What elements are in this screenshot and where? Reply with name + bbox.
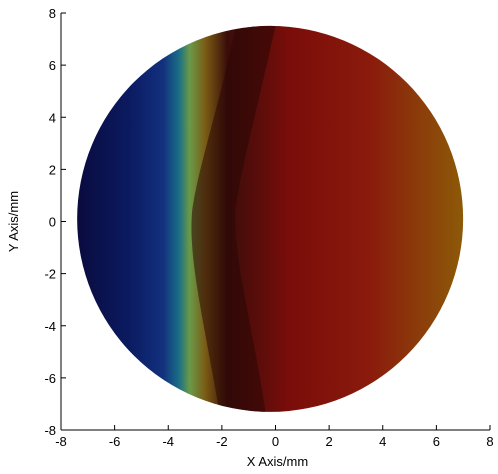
x-tick-label: -4	[162, 434, 174, 449]
y-axis-label: Y Axis/mm	[6, 191, 21, 252]
x-tick-label: -2	[216, 434, 228, 449]
x-axis-label: X Axis/mm	[247, 454, 308, 469]
surface-map-disk	[77, 25, 464, 412]
y-tick-label: -8	[44, 423, 56, 438]
axes: -8 -6 -4 -2 0 2 4 6 8 -8 -6 -4 -2 0 2 4 6 8	[44, 6, 493, 449]
x-tick-label: 4	[379, 434, 386, 449]
y-tick-label: 0	[49, 215, 56, 230]
x-tick-label: 0	[272, 434, 279, 449]
valley-shading	[191, 25, 281, 412]
x-tick-label: -8	[55, 434, 67, 449]
x-tick-label: -6	[109, 434, 121, 449]
dark-valley-band	[191, 25, 281, 412]
y-tick-label: -2	[44, 267, 56, 282]
y-tick-label: -4	[44, 319, 56, 334]
x-ticks: -8 -6 -4 -2 0 2 4 6 8	[55, 425, 494, 449]
x-tick-label: 2	[326, 434, 333, 449]
y-ticks: -8 -6 -4 -2 0 2 4 6 8	[44, 6, 66, 438]
y-tick-label: 4	[49, 110, 56, 125]
y-tick-label: -6	[44, 371, 56, 386]
x-tick-label: 6	[433, 434, 440, 449]
plot-area	[77, 25, 464, 412]
y-tick-label: 2	[49, 162, 56, 177]
y-tick-label: 8	[49, 6, 56, 21]
y-tick-label: 6	[49, 58, 56, 73]
x-tick-label: 8	[486, 434, 493, 449]
